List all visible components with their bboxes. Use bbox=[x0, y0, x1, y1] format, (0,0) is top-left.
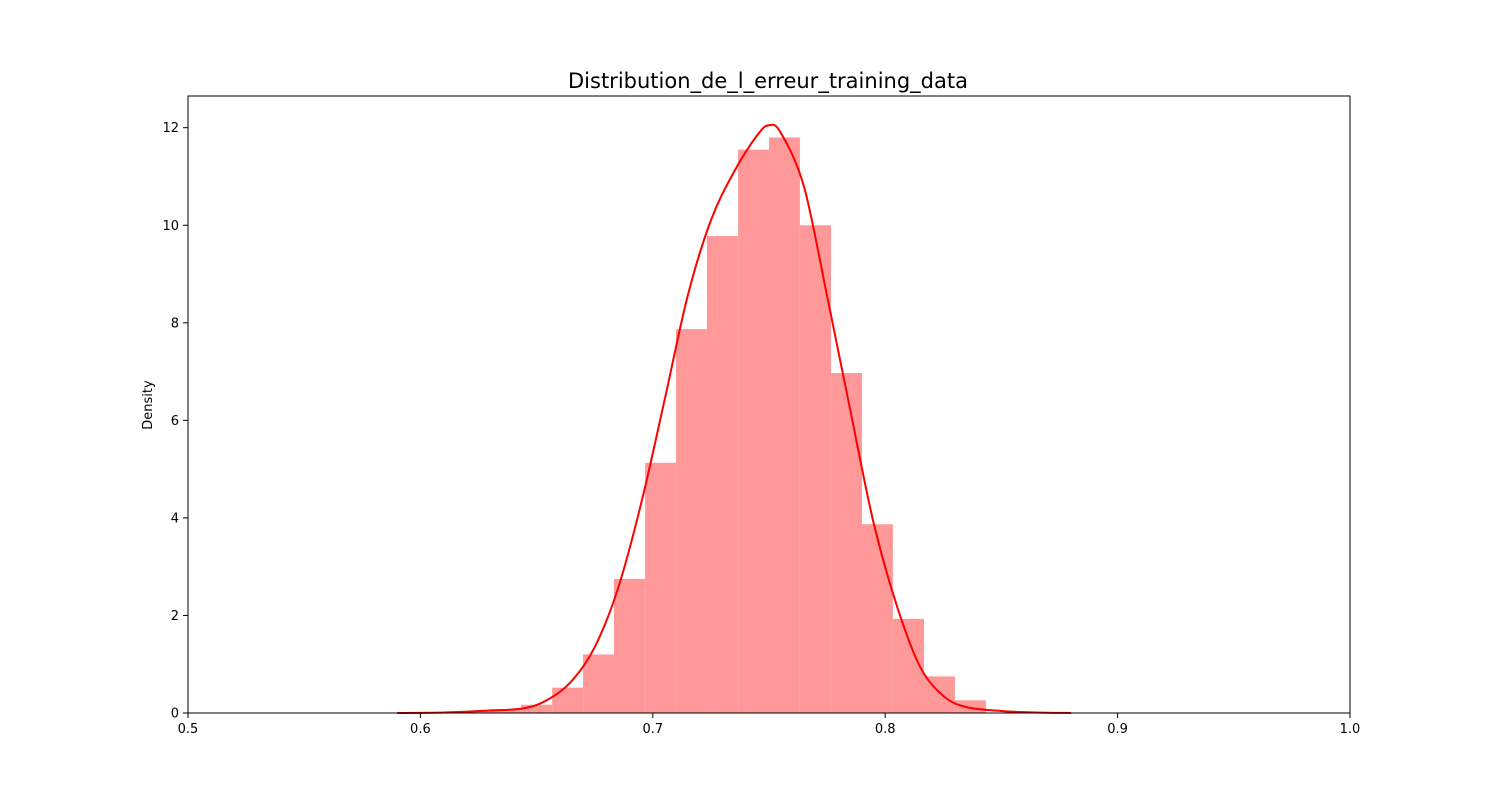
y-axis: 0 2 4 6 8 10 12 bbox=[162, 121, 188, 722]
histogram-bars bbox=[397, 137, 986, 714]
x-tick-label: 1.0 bbox=[1340, 722, 1361, 737]
histogram-bar bbox=[552, 687, 584, 713]
histogram-bar bbox=[613, 578, 646, 713]
histogram-bar bbox=[521, 704, 553, 713]
plot-frame bbox=[187, 95, 1351, 714]
kde-line bbox=[397, 123, 1072, 714]
histogram-bar bbox=[799, 225, 832, 713]
x-tick-label: 0.9 bbox=[1107, 722, 1128, 737]
x-axis: 0.5 0.6 0.7 0.8 0.9 1.0 bbox=[178, 713, 1361, 737]
y-tick-label: 12 bbox=[162, 121, 179, 136]
y-tick-label: 10 bbox=[162, 219, 179, 234]
histogram-bar bbox=[769, 137, 800, 713]
histogram-bar bbox=[706, 235, 739, 714]
histogram-bar bbox=[861, 524, 893, 713]
histogram-bar bbox=[645, 462, 677, 713]
histogram-bar bbox=[738, 149, 769, 713]
histogram-bar bbox=[583, 654, 614, 713]
histogram-bar bbox=[954, 700, 986, 713]
histogram-bar bbox=[676, 329, 707, 713]
y-tick-label: 0 bbox=[171, 707, 179, 722]
y-tick-label: 4 bbox=[171, 511, 179, 526]
x-tick-label: 0.6 bbox=[410, 722, 431, 737]
histogram-bar bbox=[831, 373, 862, 713]
x-tick-label: 0.8 bbox=[875, 722, 896, 737]
x-tick-label: 0.7 bbox=[642, 722, 663, 737]
y-tick-label: 2 bbox=[171, 609, 179, 624]
y-axis-label: Density bbox=[141, 380, 156, 430]
histogram-bar bbox=[490, 709, 522, 713]
y-tick-label: 6 bbox=[171, 414, 179, 429]
x-tick-label: 0.5 bbox=[178, 722, 199, 737]
chart-title: Distribution_de_l_erreur_training_data bbox=[568, 69, 968, 94]
y-tick-label: 8 bbox=[171, 316, 179, 331]
